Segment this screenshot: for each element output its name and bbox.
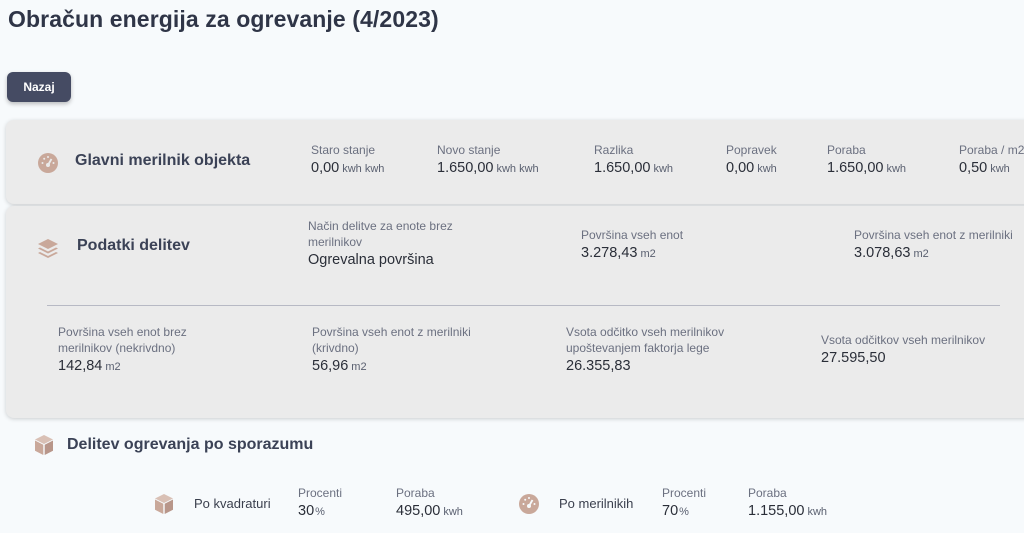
metered-area-guilty-field: Površina vseh enot z merilniki (krivdno)… [312, 325, 471, 374]
readings-sum-weighted-field: Vsota odčitko vseh merilnikov upoštevanj… [566, 325, 725, 374]
by-meter-label: Po merilnikih [559, 496, 634, 511]
main-meter-card: Glavni merilnik objekta Staro stanje 0,0… [6, 120, 1024, 204]
distribution-method-field: Način delitve za enote brez merilnikov O… [308, 219, 453, 268]
new-state-field: Novo stanje 1.650,00 kwh kwh [437, 143, 539, 176]
back-button[interactable]: Nazaj [7, 72, 71, 102]
box-icon [35, 435, 53, 455]
divider [47, 305, 1000, 306]
gauge-icon [519, 494, 539, 514]
usage-per-m2-field: Poraba / m2 0,50 kwh [959, 143, 1024, 176]
unmetered-area-field: Površina vseh enot brez merilnikov (nekr… [58, 325, 187, 374]
usage-field: Poraba 1.650,00 kwh [827, 143, 907, 176]
box-icon [155, 494, 173, 514]
by-area-label: Po kvadraturi [194, 496, 271, 511]
layers-icon [38, 239, 58, 258]
by-meter-usage-field: Poraba 1.155,00 kwh [748, 486, 828, 519]
readings-sum-field: Vsota odčitkov vseh merilnikov 27.595,50 [821, 333, 986, 366]
correction-field: Popravek 0,00 kwh [726, 143, 777, 176]
by-area-usage-field: Poraba 495,00 kwh [396, 486, 463, 519]
by-area-percent-field: Procenti 30% [298, 486, 343, 519]
total-area-field: Površina vseh enot 3.278,43 m2 [581, 228, 684, 261]
old-state-field: Staro stanje 0,00 kwh kwh [311, 143, 385, 176]
gauge-icon [38, 153, 58, 173]
difference-field: Razlika 1.650,00 kwh [594, 143, 674, 176]
page-title: Obračun energija za ogrevanje (4/2023) [8, 6, 439, 32]
distribution-card: Podatki delitev Način delitve za enote b… [6, 206, 1024, 418]
by-meter-percent-field: Procenti 70% [662, 486, 707, 519]
distribution-title: Podatki delitev [77, 237, 190, 254]
main-meter-title: Glavni merilnik objekta [75, 152, 251, 169]
metered-area-field: Površina vseh enot z merilniki 3.078,63 m… [854, 228, 1013, 261]
agreement-title: Delitev ogrevanja po sporazumu [67, 436, 314, 453]
